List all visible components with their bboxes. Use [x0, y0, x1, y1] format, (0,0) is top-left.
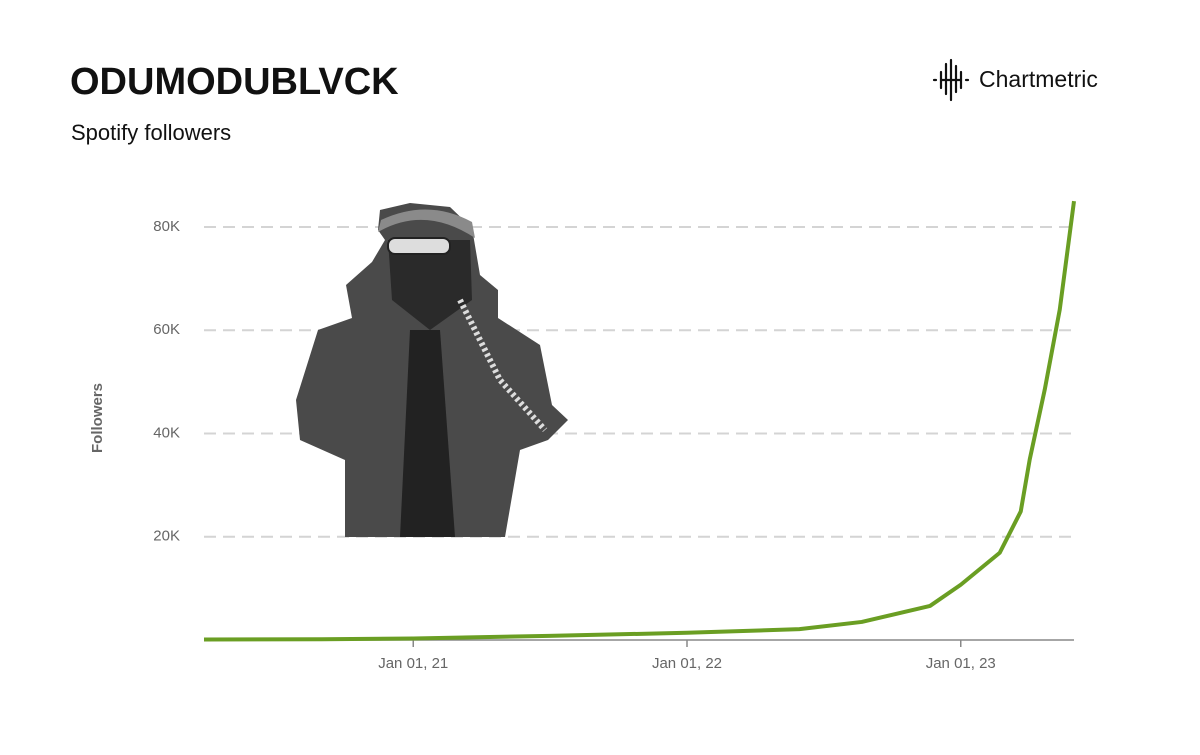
y-tick-label: 60K — [153, 321, 180, 338]
chart-subtitle: Spotify followers — [71, 120, 231, 145]
y-tick-label: 20K — [153, 528, 180, 545]
x-tick-label: Jan 01, 21 — [378, 655, 448, 672]
data-line — [203, 200, 1076, 642]
x-tick-label: Jan 01, 23 — [926, 655, 996, 672]
y-tick-label: 80K — [153, 218, 180, 235]
y-axis-label: Followers — [89, 383, 106, 453]
chart-title: ODUMODUBLVCK — [70, 61, 399, 103]
y-tick-label: 40K — [153, 424, 180, 441]
brand-name: Chartmetric — [979, 66, 1098, 92]
x-tick-label: Jan 01, 22 — [652, 655, 722, 672]
brand-logo — [932, 58, 970, 102]
artist-photo — [296, 203, 568, 537]
